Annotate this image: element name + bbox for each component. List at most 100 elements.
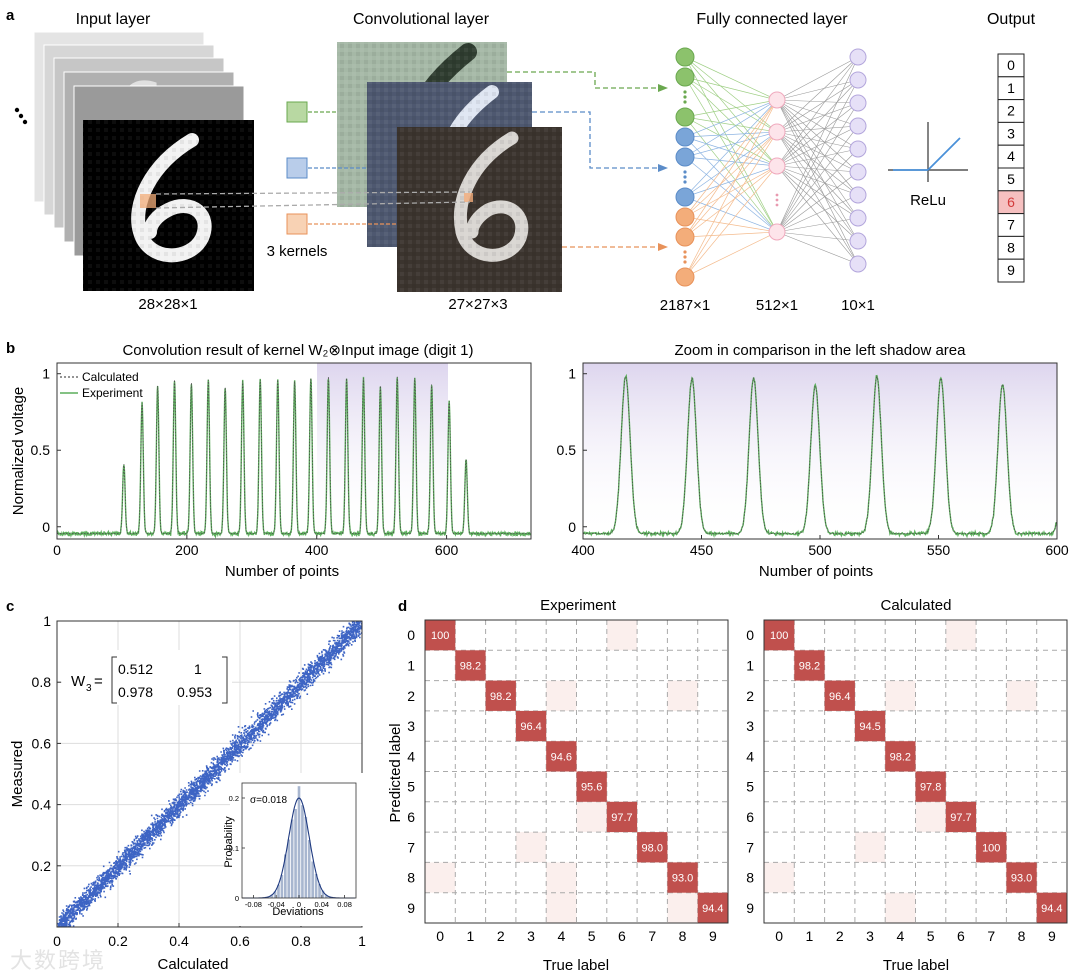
fc-edge-l1: [684, 131, 778, 218]
kernel-blue: [286, 157, 308, 179]
fc-edge-l1: [684, 136, 778, 167]
confusion-diag-value: 98.0: [642, 842, 663, 854]
b-right-xtick-label: 500: [808, 542, 832, 558]
confusion-diag-value: 96.4: [520, 721, 541, 733]
b-left-experiment-line: [57, 376, 531, 539]
fc-edge-l1: [684, 76, 778, 233]
fc-edge-l2: [776, 79, 859, 167]
confusion-ytick: 6: [746, 809, 754, 825]
b-ylabel: Normalized voltage: [10, 387, 27, 515]
w3-m12: 1: [194, 661, 202, 677]
inset-histogram-bar: [277, 884, 280, 898]
c-xtick-label: 0: [53, 933, 61, 949]
confusion-xtick: 0: [436, 928, 444, 944]
inset-histogram-bar: [318, 884, 321, 898]
confusion-offdiag-cell: [667, 680, 698, 711]
b-left-ytick-label: 1: [42, 366, 50, 382]
confusion-xtick: 2: [836, 928, 844, 944]
fc-input-neuron: [675, 107, 695, 127]
confusion-xtick: 7: [987, 928, 995, 944]
fc-edge-l1: [684, 231, 778, 238]
b-left-xtick-label: 200: [175, 542, 199, 558]
output-digit-0: 0: [1007, 57, 1015, 73]
confusion-ytick: 2: [407, 688, 415, 704]
confusion-diag-cell: [1036, 892, 1067, 923]
confusion-xtick: 6: [618, 928, 626, 944]
kernel-green: [286, 101, 308, 123]
fc-hidden-neuron: [768, 91, 786, 109]
inset-ylabel: Probability: [223, 816, 235, 868]
confusion-offdiag-cell: [1006, 680, 1037, 711]
fc1-dims: 2187×1: [660, 297, 710, 314]
c-ytick-label: 0.6: [32, 735, 52, 751]
b-right-xtick-label: 600: [1045, 542, 1069, 558]
c-scatter-points: [57, 621, 362, 927]
fc-input-neuron: [675, 187, 695, 207]
confusion-ytick: 6: [407, 809, 415, 825]
inset-histogram-bar: [273, 891, 277, 898]
fc-edge-l2: [776, 102, 859, 233]
confusion-diag-value: 95.6: [581, 782, 602, 794]
fc-edge-l2: [776, 171, 859, 233]
confusion-diag-cell: [425, 620, 456, 651]
b-left-frame: [56, 362, 532, 540]
fc-edge-l2: [776, 79, 859, 133]
fc-ellipsis-dot: [683, 260, 687, 264]
fc-edge-l2: [776, 165, 859, 196]
fc-ellipsis-dot: [683, 100, 687, 104]
inset-xtick-label: 0.08: [337, 900, 352, 909]
fc-edge-l1: [684, 131, 778, 158]
relu-label: ReLu: [910, 192, 946, 209]
output-box-9: [997, 258, 1025, 283]
b-right-title: Zoom in comparison in the left shadow ar…: [675, 342, 967, 359]
confusion-ytick: 3: [407, 718, 415, 734]
confusion-diag-cell: [945, 801, 977, 833]
fc-hidden-neuron: [768, 223, 786, 241]
confusion-xtick: 5: [588, 928, 596, 944]
c-xlabel: Calculated: [158, 956, 229, 973]
fc-edge-l1: [684, 99, 778, 138]
b-right-ytick-label: 0.5: [557, 442, 577, 458]
confusion-diag-cell: [976, 832, 1007, 863]
fc-edge-l2: [776, 125, 859, 133]
confusion-offdiag-cell: [915, 801, 946, 833]
fc-edge-l2: [776, 125, 859, 233]
inset-histogram-bar: [304, 816, 308, 898]
fc-edge-l1: [684, 116, 778, 167]
output-digit-2: 2: [1007, 103, 1015, 119]
confusion-ytick: 2: [746, 688, 754, 704]
fc-input-neuron: [675, 267, 695, 287]
confusion-xtick: 1: [806, 928, 814, 944]
legend-experiment: Experiment: [82, 386, 143, 400]
svg-text:=: =: [94, 673, 103, 690]
confusion-diag-value: 93.0: [672, 873, 693, 885]
confusion-diag-value: 98.2: [460, 660, 481, 672]
fc-ellipsis-dot: [683, 95, 687, 99]
confusion-ytick: 0: [407, 627, 415, 643]
b-right-xlabel: Number of points: [759, 563, 873, 580]
fc-input-neuron: [675, 227, 695, 247]
fc-hidden-neuron: [768, 123, 786, 141]
inset-xlabel: Deviations: [272, 906, 324, 918]
fc-output-neuron: [849, 255, 867, 273]
receptive-field-lines: [155, 191, 471, 209]
fc-edge-l1: [684, 131, 778, 198]
confusion-diag-value: 93.0: [1011, 873, 1032, 885]
output-digit-7: 7: [1007, 217, 1015, 233]
fc-edge-l1: [684, 216, 778, 233]
b-right-plot: [583, 373, 1057, 539]
fc-output-neuron: [849, 140, 867, 158]
confusion-offdiag-cell: [546, 892, 577, 923]
fc-edge-l2: [776, 231, 859, 242]
confusion-offdiag-cell: [576, 801, 607, 833]
b-right-xtick-label: 450: [690, 542, 714, 558]
c-xtick-label: 0.2: [108, 933, 128, 949]
confusion-diag-cell: [885, 741, 916, 772]
fc-edge-l2: [776, 125, 859, 167]
confusion-diag-value: 96.4: [829, 691, 850, 703]
fc-edge-l1: [684, 165, 778, 218]
confusion-ytick: 5: [746, 779, 754, 795]
w3-m22: 0.953: [177, 684, 212, 700]
input-receptive-field: [140, 194, 156, 208]
